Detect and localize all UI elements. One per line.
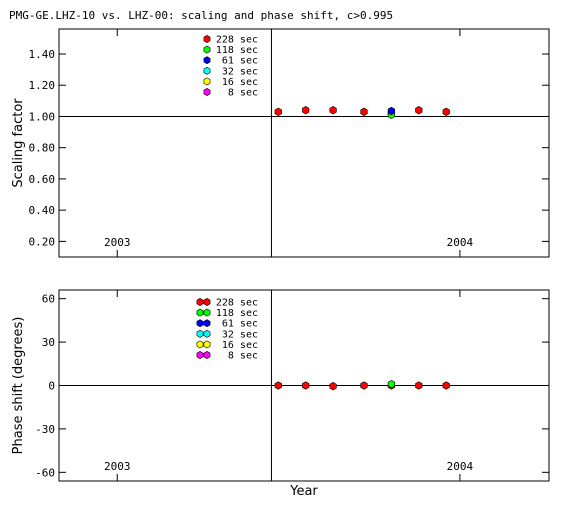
scaling-y-tick-label: 1.40 [29,48,56,61]
scaling-legend-marker [203,88,211,96]
scaling-y-axis-label: Scaling factor [11,98,26,188]
scaling-y-tick-label: 0.80 [29,142,56,155]
scaling-legend-label: 16 sec [222,77,258,88]
phase-legend-marker [196,340,204,349]
phase-panel: -60 -30 0 30 60 2003 2004 Phase shift (degrees)… [11,289,550,499]
phase-x-axis-label: Year [289,484,318,499]
phase-legend-marker-alt [203,329,211,338]
scaling-y-tick-label: 1.00 [29,110,56,123]
phase-legend-label: 16 sec [222,340,258,351]
phase-y-tick-label: 60 [42,293,55,306]
scaling-data-point [329,106,337,115]
phase-data-point [274,381,282,390]
scaling-data-point [302,106,310,115]
phase-legend-marker-alt [203,308,211,317]
scaling-legend-label: 61 sec [222,56,258,67]
phase-y-tick-label: -30 [35,423,55,436]
phase-data-point [442,381,450,390]
scaling-data-point [387,106,396,116]
chart-title: PMG-GE.LHZ-10 vs. LHZ-00: scaling and ph… [9,9,393,22]
scaling-y-tick-label: 1.20 [29,79,56,92]
scaling-x-tick-label: 2003 [104,236,131,249]
scaling-legend-label: 32 sec [222,66,258,77]
scaling-legend-label: 228 sec [216,35,258,46]
phase-legend-marker [196,308,204,317]
phase-legend-marker [196,351,204,359]
phase-data-point [302,381,310,390]
phase-x-tick-label: 2003 [104,460,131,473]
phase-legend-marker-alt [203,340,211,349]
scaling-data-point [442,107,450,116]
phase-legend-marker [196,298,204,306]
scaling-legend-marker [203,77,211,86]
scaling-legend-marker [203,45,211,54]
phase-y-tick-label: -60 [35,466,55,479]
scaling-y-tick-label: 0.60 [29,173,56,186]
phase-legend-marker-alt [203,351,211,359]
phase-legend-marker-alt [203,319,211,328]
phase-x-tick-label: 2004 [447,460,474,473]
scaling-legend-marker [203,35,211,43]
scaling-legend-marker [203,66,211,75]
phase-data-point [360,381,368,390]
phase-legend-label: 8 sec [228,351,258,362]
scaling-legend-marker [203,56,211,65]
phase-legend-label: 32 sec [222,329,258,340]
scaling-legend-label: 118 sec [216,45,258,56]
phase-legend-label: 118 sec [216,308,258,319]
phase-legend-label: 61 sec [222,319,258,330]
phase-y-axis-label: Phase shift (degrees) [11,317,26,455]
scaling-panel: 0.20 0.40 0.60 0.80 1.00 1.20 1.40 2003 2004 Scal… [11,28,550,258]
scaling-y-tick-label: 0.20 [29,235,56,248]
scaling-data-point [415,106,423,115]
scaling-legend-label: 8 sec [228,88,258,99]
scaling-data-point [360,107,368,116]
phase-y-tick-label: 30 [42,336,55,349]
phase-legend-label: 228 sec [216,298,258,309]
scaling-data-point [274,107,282,116]
scaling-y-tick-label: 0.40 [29,204,56,217]
phase-legend-marker-alt [203,298,211,306]
phase-y-tick-label: 0 [48,380,55,393]
phase-legend-marker [196,319,204,328]
phase-data-point [415,381,423,390]
scaling-plot-frame [58,28,550,258]
phase-legend-marker [196,329,204,338]
scaling-x-tick-label: 2004 [447,236,474,249]
phase-data-point [329,382,337,391]
phase-data-point [387,379,396,389]
